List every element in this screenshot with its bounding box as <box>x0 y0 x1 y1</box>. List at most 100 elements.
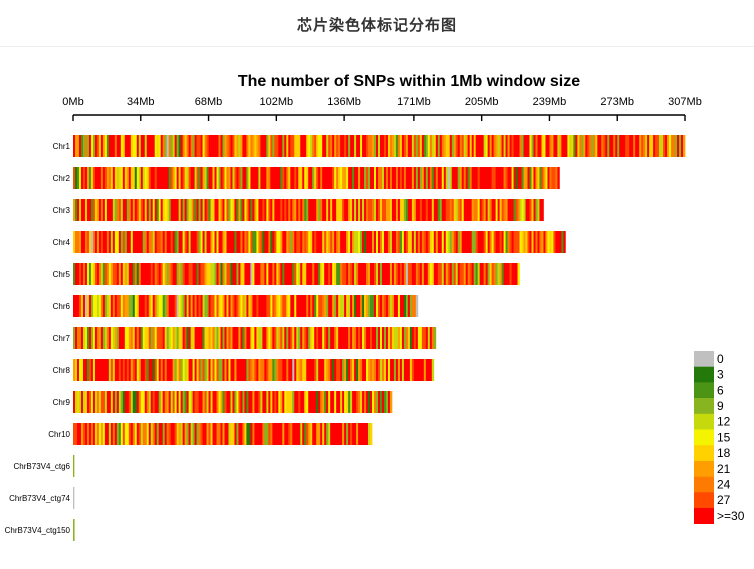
snp-bin <box>142 327 146 349</box>
snp-bin <box>118 391 122 413</box>
snp-bin <box>148 231 152 253</box>
snp-bin <box>302 423 305 445</box>
snp-bin <box>338 327 341 349</box>
snp-bin <box>130 135 134 157</box>
snp-bin <box>224 391 227 413</box>
snp-bin <box>96 327 100 349</box>
snp-bin <box>419 263 423 285</box>
snp-bin <box>140 135 144 157</box>
snp-bin <box>328 263 331 285</box>
snp-bin <box>547 135 550 157</box>
snp-bin <box>541 167 544 189</box>
snp-bin <box>517 167 520 189</box>
snp-bin <box>302 359 305 381</box>
snp-bin <box>154 295 158 317</box>
snp-bin <box>304 263 307 285</box>
snp-bin <box>336 263 339 285</box>
snp-bin <box>73 199 76 221</box>
snp-bin <box>110 423 114 445</box>
snp-bin <box>415 199 419 221</box>
snp-bin <box>383 231 387 253</box>
snp-bin <box>86 263 90 285</box>
snp-bin <box>419 135 423 157</box>
snp-bin <box>360 391 363 413</box>
snp-bin <box>142 263 146 285</box>
snp-bin <box>511 231 514 253</box>
snp-bin <box>146 359 150 381</box>
snp-bin <box>186 199 189 221</box>
snp-bin <box>683 135 686 157</box>
snp-bin <box>320 391 323 413</box>
snp-bin <box>393 135 397 157</box>
snp-bin <box>226 423 229 445</box>
snp-bin <box>212 263 215 285</box>
snp-bin <box>248 327 251 349</box>
snp-bin <box>226 199 229 221</box>
snp-bin <box>571 135 574 157</box>
snp-bin <box>463 231 467 253</box>
snp-bin <box>102 135 106 157</box>
snp-bin <box>82 263 86 285</box>
snp-bin <box>403 135 407 157</box>
snp-bin <box>238 263 241 285</box>
snp-bin <box>409 263 413 285</box>
snp-bin <box>328 327 331 349</box>
snp-bin <box>94 327 98 349</box>
snp-bin <box>220 199 223 221</box>
snp-bin <box>94 231 98 253</box>
snp-bin <box>154 135 158 157</box>
snp-bin <box>170 231 174 253</box>
snp-bin <box>376 199 379 221</box>
x-tick-label: 205Mb <box>465 96 499 108</box>
snp-bin <box>320 135 323 157</box>
snp-bin <box>284 295 287 317</box>
snp-bin <box>441 263 445 285</box>
snp-bin <box>385 263 389 285</box>
snp-bin <box>86 135 90 157</box>
snp-bin <box>118 263 122 285</box>
snp-bin <box>579 135 582 157</box>
snp-bin <box>264 295 267 317</box>
snp-bin <box>489 231 492 253</box>
snp-bin <box>529 199 532 221</box>
snp-bin <box>405 231 409 253</box>
snp-bin <box>250 167 253 189</box>
snp-bin <box>383 135 387 157</box>
snp-bin <box>98 359 102 381</box>
snp-bin <box>84 263 88 285</box>
snp-bin <box>92 167 96 189</box>
snp-bin <box>98 295 102 317</box>
snp-bin <box>258 167 261 189</box>
snp-bin <box>150 231 154 253</box>
snp-bin <box>443 135 447 157</box>
snp-bin <box>316 263 319 285</box>
snp-bin <box>282 135 285 157</box>
snp-bin <box>290 295 293 317</box>
snp-bin <box>477 231 481 253</box>
snp-bin <box>445 263 449 285</box>
snp-bin <box>110 295 114 317</box>
snp-bin <box>322 263 325 285</box>
snp-bin <box>100 391 104 413</box>
snp-bin <box>370 327 373 349</box>
snp-bin <box>180 423 183 445</box>
snp-bin <box>232 135 235 157</box>
snp-bin <box>348 263 351 285</box>
snp-bin <box>148 327 152 349</box>
snp-bin <box>368 327 371 349</box>
snp-bin <box>401 295 405 317</box>
snp-bin <box>114 231 118 253</box>
snp-bin <box>152 135 156 157</box>
snp-bin <box>332 231 335 253</box>
snp-bin <box>308 199 311 221</box>
snp-bin <box>214 135 217 157</box>
snp-bin <box>73 327 76 349</box>
snp-bin <box>389 263 393 285</box>
chromosome-label: Chr5 <box>53 270 71 279</box>
snp-bin <box>276 391 279 413</box>
snp-bin <box>260 135 263 157</box>
snp-bin <box>218 135 221 157</box>
snp-bin <box>132 263 136 285</box>
snp-bin <box>234 391 237 413</box>
x-tick-label: 171Mb <box>397 96 431 108</box>
